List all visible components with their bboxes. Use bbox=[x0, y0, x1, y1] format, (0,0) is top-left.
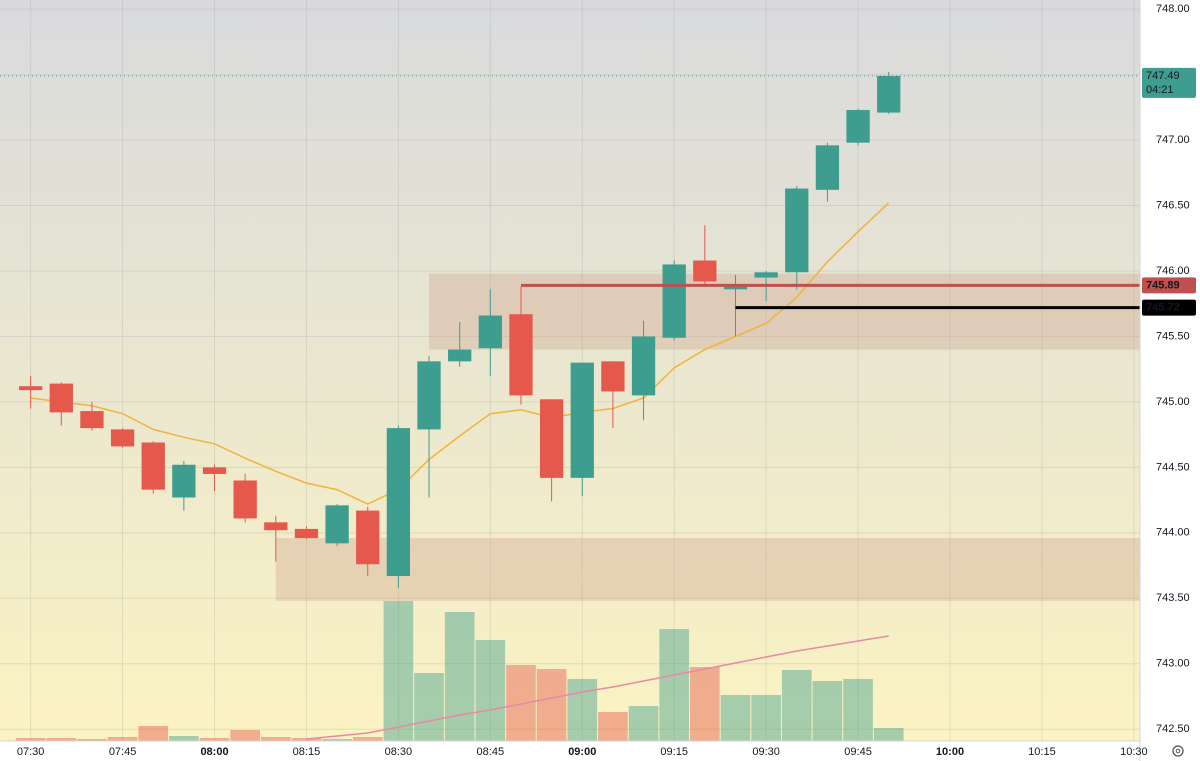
candle-body bbox=[478, 315, 502, 349]
volume-bar bbox=[873, 728, 904, 741]
candle-body bbox=[846, 109, 870, 143]
time-axis bbox=[0, 741, 1140, 761]
candle-body bbox=[539, 399, 564, 478]
candle-body bbox=[49, 383, 73, 413]
x-tick-label: 07:45 bbox=[109, 746, 137, 758]
volume-bar bbox=[690, 667, 720, 741]
candle-body bbox=[723, 286, 748, 290]
y-tick-label: 744.50 bbox=[1156, 461, 1190, 473]
volume-bar bbox=[536, 669, 567, 741]
candle-body bbox=[877, 75, 901, 113]
last-price-label: 747.49 bbox=[1146, 70, 1180, 82]
candle-body bbox=[80, 411, 104, 429]
x-tick-label: 08:45 bbox=[477, 746, 505, 758]
x-tick-label: 08:15 bbox=[293, 746, 321, 758]
candle-body bbox=[509, 314, 533, 396]
volume-bar bbox=[843, 679, 873, 741]
candle-body bbox=[202, 467, 227, 474]
candle-body bbox=[294, 528, 319, 539]
candle-body bbox=[110, 429, 135, 447]
candle-body bbox=[448, 349, 472, 362]
settings-icon-center bbox=[1175, 748, 1181, 754]
candle-body bbox=[815, 145, 840, 190]
plot-background bbox=[0, 0, 1140, 741]
candle-body bbox=[141, 442, 165, 490]
volume-bar bbox=[322, 739, 352, 741]
settings-icon[interactable] bbox=[1172, 745, 1184, 757]
volume-bar bbox=[720, 695, 751, 741]
volume-bar bbox=[598, 712, 628, 741]
candle-body bbox=[19, 386, 43, 391]
candle-body bbox=[386, 428, 411, 577]
x-tick-label: 09:00 bbox=[568, 746, 596, 758]
volume-bar bbox=[628, 706, 659, 741]
volume-bar bbox=[77, 739, 107, 741]
x-tick-label: 08:30 bbox=[385, 746, 413, 758]
candle-body bbox=[417, 361, 441, 430]
candle-body bbox=[570, 362, 594, 478]
volume-bar bbox=[781, 670, 812, 741]
level-label: 745.72 bbox=[1146, 302, 1180, 314]
x-tick-label: 09:15 bbox=[660, 746, 688, 758]
volume-bar bbox=[414, 673, 444, 741]
y-tick-label: 745.00 bbox=[1156, 396, 1190, 408]
candle-body bbox=[785, 188, 809, 273]
volume-bar bbox=[751, 695, 781, 741]
level-tag bbox=[1142, 299, 1196, 316]
volume-bar bbox=[383, 601, 414, 741]
x-tick-label: 07:30 bbox=[17, 746, 45, 758]
volume-bar bbox=[567, 679, 598, 741]
level-label: 745.89 bbox=[1146, 279, 1180, 291]
volume-ma-line bbox=[306, 635, 889, 740]
volume-bar bbox=[291, 738, 322, 741]
candle-body bbox=[693, 260, 717, 282]
price-axis bbox=[1140, 0, 1200, 761]
volume-bar bbox=[444, 612, 475, 741]
candle-body bbox=[754, 272, 778, 278]
y-tick-label: 747.00 bbox=[1156, 134, 1190, 146]
candle-body bbox=[233, 480, 257, 519]
volume-bar bbox=[199, 738, 230, 741]
candle-body bbox=[601, 361, 625, 392]
volume-bar bbox=[352, 737, 383, 741]
x-tick-label: 10:15 bbox=[1028, 746, 1056, 758]
x-tick-label: 08:00 bbox=[200, 746, 228, 758]
volume-bar bbox=[138, 726, 169, 741]
candle-body bbox=[264, 522, 288, 531]
y-tick-label: 744.00 bbox=[1156, 527, 1190, 539]
candle-body bbox=[325, 505, 349, 544]
zone bbox=[275, 538, 1140, 601]
y-tick-label: 743.50 bbox=[1156, 592, 1190, 604]
candle-body bbox=[172, 464, 196, 498]
volume-bar bbox=[260, 737, 291, 741]
candle-body bbox=[631, 336, 656, 396]
ma-line bbox=[30, 202, 890, 505]
volume-bar bbox=[46, 738, 77, 741]
volume-bar bbox=[230, 730, 260, 741]
last-price-tag bbox=[1142, 67, 1196, 98]
countdown-label: 04:21 bbox=[1146, 84, 1174, 96]
x-tick-label: 10:30 bbox=[1120, 746, 1148, 758]
y-tick-label: 745.50 bbox=[1156, 330, 1190, 342]
x-tick-label: 09:45 bbox=[844, 746, 872, 758]
y-tick-label: 743.00 bbox=[1156, 658, 1190, 670]
volume-bar bbox=[812, 681, 843, 741]
y-tick-label: 746.00 bbox=[1156, 265, 1190, 277]
volume-bar bbox=[15, 738, 46, 741]
x-tick-label: 10:00 bbox=[936, 746, 964, 758]
volume-bar bbox=[169, 736, 199, 741]
candle-body bbox=[356, 510, 380, 565]
level-tag bbox=[1142, 277, 1196, 294]
volume-bar bbox=[659, 629, 690, 741]
volume-bar bbox=[506, 665, 536, 741]
y-tick-label: 748.00 bbox=[1156, 3, 1190, 15]
y-tick-label: 746.50 bbox=[1156, 199, 1190, 211]
volume-bar bbox=[475, 640, 506, 741]
y-tick-label: 742.50 bbox=[1156, 723, 1190, 735]
candle-body bbox=[662, 264, 686, 338]
x-tick-label: 09:30 bbox=[752, 746, 780, 758]
volume-bar bbox=[107, 737, 138, 741]
